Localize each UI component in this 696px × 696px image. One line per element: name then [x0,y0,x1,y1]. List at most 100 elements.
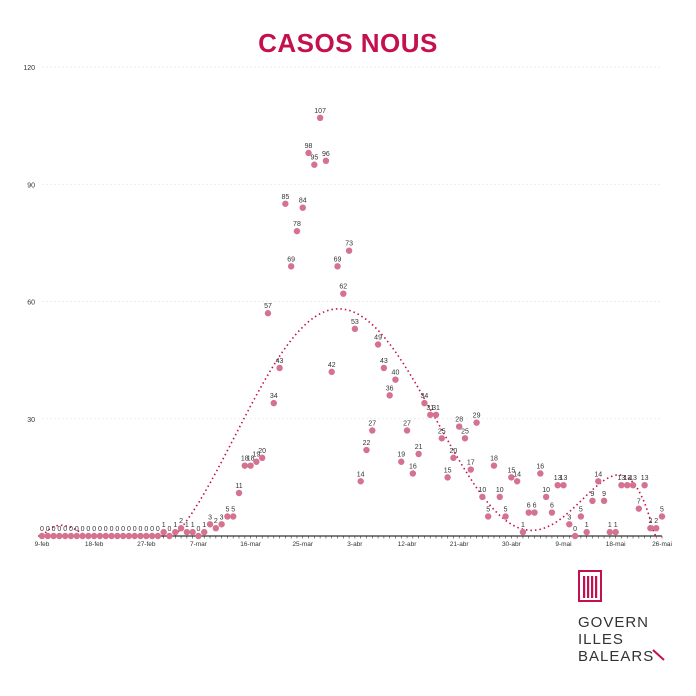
data-point [334,263,341,270]
data-label: 1 [162,522,166,529]
data-label: 5 [660,506,664,513]
data-point [427,411,434,419]
data-point [566,521,573,528]
data-point [421,399,428,407]
data-point [653,524,660,532]
data-label: 13 [618,475,626,482]
x-tick-label: 12-abr [398,541,418,548]
data-point [624,481,631,489]
data-label: 0 [121,526,125,533]
y-tick-label: 60 [27,300,35,307]
data-point [519,528,527,536]
data-label: 25 [438,428,446,435]
data-label: 0 [92,526,96,533]
data-label: 1 [521,522,525,529]
data-point [542,493,550,501]
data-point [322,157,330,164]
data-point [629,481,637,489]
data-label: 0 [144,526,148,533]
data-label: 2 [654,518,658,525]
data-label: 62 [339,284,347,291]
data-label: 42 [328,362,336,369]
data-point [258,454,266,462]
data-label: 40 [392,370,400,377]
y-axis-tick-labels: 120 90 60 30 [23,65,35,424]
data-point [119,532,127,540]
data-label: 84 [299,198,307,205]
data-point [484,513,492,520]
data-label: 0 [115,526,119,533]
data-label: 107 [314,108,326,115]
data-label: 2 [648,518,652,525]
data-label: 5 [579,506,583,513]
x-tick-label: 30-abr [502,541,522,548]
data-point [618,481,625,489]
data-point [340,290,347,297]
data-label: 1 [191,522,195,529]
data-point [398,458,405,465]
data-label: 9 [602,491,606,498]
data-point [108,532,115,540]
data-point [56,532,63,540]
data-label: 27 [403,420,411,427]
x-tick-label: 27-feb [137,541,156,548]
data-point [583,528,590,536]
data-label: 5 [225,506,229,513]
data-point [73,532,80,540]
data-point [571,532,579,540]
data-label: 0 [156,526,160,533]
data-label: 2 [214,518,218,525]
data-point [212,524,220,532]
data-label: 0 [69,526,73,533]
data-points [38,114,666,540]
data-point [363,446,370,454]
data-point [79,532,86,540]
data-point [548,509,556,516]
data-label: 0 [104,526,108,533]
data-point [600,497,608,505]
data-point [641,481,648,489]
data-label: 3 [567,514,571,521]
data-label: 29 [473,413,481,420]
data-point [264,310,272,317]
data-point [230,513,237,520]
data-point [450,454,457,462]
data-point [90,532,98,540]
data-point [658,513,666,520]
data-label: 95 [310,155,318,162]
x-tick-label: 25-mar [292,541,313,548]
data-label: 34 [421,393,429,400]
data-label: 0 [81,526,85,533]
data-point [316,114,324,122]
data-label: 57 [264,303,272,310]
data-point [531,509,538,516]
data-label: 43 [276,358,284,365]
data-label: 36 [386,385,394,392]
data-label: 53 [351,319,359,326]
data-point [154,532,162,540]
data-point [241,462,249,469]
x-tick-label: 7-mar [190,541,208,548]
y-tick-label: 90 [27,182,35,189]
data-point [461,435,469,442]
data-point [415,450,422,458]
data-label: 10 [496,487,504,494]
data-point [61,532,69,540]
data-label: 0 [86,526,90,533]
data-point [392,376,399,383]
data-label: 0 [46,526,50,533]
data-point [496,493,503,501]
data-label: 0 [57,526,61,533]
data-label: 0 [573,526,577,533]
data-label: 69 [334,256,342,263]
data-label: 13 [629,475,637,482]
data-label: 98 [305,143,313,150]
data-point [508,474,515,481]
data-point [357,478,364,485]
data-point [345,247,353,254]
data-label: 7 [637,499,641,506]
data-point [455,423,463,430]
logo-line-3: BALEARS [578,648,655,665]
data-point [148,532,156,540]
data-point [96,532,104,540]
